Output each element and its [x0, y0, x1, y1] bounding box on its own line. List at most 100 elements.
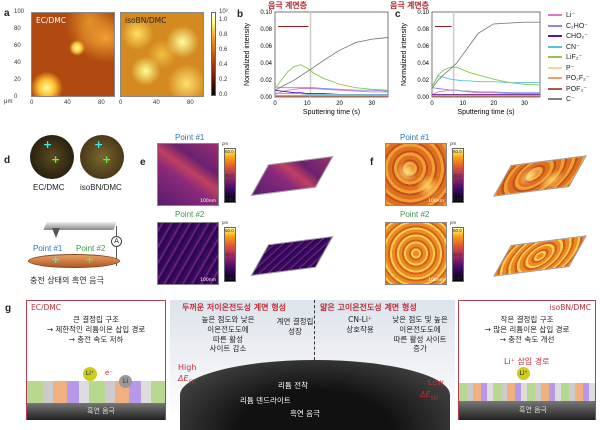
legend-swatch [548, 14, 562, 17]
point2-label: Point #2 [175, 210, 205, 219]
tof-sims-map-ecdmc: EC/DMC [31, 12, 115, 97]
legend-swatch [548, 98, 562, 101]
graphite-anode-disk: + + [28, 253, 120, 268]
delta-e-low: ΔESEI [420, 390, 439, 402]
colorbar-tick: 30.0 [453, 252, 462, 257]
grain-growth-label: 계면 결정립 성장 [276, 317, 314, 336]
ecdmc-description: 큰 결정립 구조 → 제한적인 리튬이온 삽입 경로 → 충전 속도 저하 [46, 315, 146, 344]
panel-label-d: d [4, 155, 11, 166]
legend-label: CN⁻ [566, 43, 580, 51]
point1-label: Point #1 [400, 133, 430, 142]
colorbar-exponent: 10³ [219, 9, 228, 15]
point2-label: Point #2 [400, 210, 430, 219]
x-tick: 40 [64, 100, 71, 106]
colorbar-tick: 0.00 [453, 276, 462, 281]
colorbar-unit: pm [222, 141, 229, 146]
height-colorbar [452, 148, 464, 203]
afm-3d-ecdmc-point2 [250, 235, 334, 277]
x-tick: 0 [119, 100, 123, 106]
y-tick: 0.02 [417, 78, 429, 84]
legend-swatch [548, 66, 562, 69]
afm-map-isobn-point1: 100nm [385, 143, 447, 206]
label-ecdmc: EC/DMC [33, 183, 65, 192]
low-label: Low [428, 378, 444, 387]
thin-sei-description: 낮은 점도 및 높은 이온전도도에 따른 활성 사이트 증가 [392, 315, 448, 354]
point1-label: Point #1 [175, 133, 205, 142]
legend-swatch [548, 35, 562, 38]
isobn-description: 작은 결정립 구조 → 많은 리튬이온 삽입 경로 → 충전 속도 개선 [484, 315, 570, 344]
series-line-C2HO- [431, 87, 540, 94]
thick-sei-description: 높은 점도와 낮은 이온전도도에 따른 활성 사이트 감소 [201, 315, 255, 354]
x-tick: 10 [304, 101, 311, 107]
plating-label: 리튬 전착 [278, 381, 308, 390]
x-tick: 10 [460, 101, 467, 107]
series-line-C- [274, 37, 389, 91]
colorbar-tick: 60.0 [225, 149, 234, 154]
legend-label: LiF₂⁻ [566, 54, 583, 62]
legend: Li⁻ C₂HO⁻ CHO₂⁻ CN⁻ LiF₂⁻ P⁻ PO₂F₂⁻ POF₃⁻ C⁻ [548, 10, 590, 105]
x-tick: 0 [430, 101, 434, 107]
point1-label: Point #1 [33, 244, 63, 253]
afm-3d-ecdmc-point1 [250, 155, 334, 197]
scale-bar: 100nm [428, 199, 444, 204]
colorbar-tick: 60.0 [225, 228, 234, 233]
y-tick: 0.04 [417, 61, 429, 67]
colorbar-tick: 30.0 [225, 252, 234, 257]
colorbar-tick: 0.00 [225, 276, 234, 281]
legend-swatch [548, 87, 562, 90]
tof-sims-depth-profiles: 음극 계면층 0.00 0.02 0.04 0.06 0.08 0.10 0 10 20 30 Spu… [244, 0, 541, 116]
map-title: EC/DMC [36, 16, 66, 25]
colorbar-tick: 60.0 [453, 228, 462, 233]
x-axis-label: Sputtering time (s) [303, 109, 360, 116]
y-tick: 0.06 [417, 44, 429, 50]
legend-item: PO₂F₂⁻ [548, 73, 590, 84]
x-tick: 30 [521, 101, 528, 107]
height-colorbar [224, 227, 236, 282]
afm-tip [52, 228, 60, 238]
series-line-C2HO- [274, 86, 389, 92]
x-tick: 80 [98, 100, 105, 106]
series-line-CN- [274, 92, 388, 95]
ecdmc-schematic-box: EC/DMC 큰 결정립 구조 → 제한적인 리튬이온 삽입 경로 → 충전 속도 … [26, 300, 166, 420]
y-tick: 80 [14, 26, 21, 32]
panel-label-e: e [140, 157, 146, 168]
x-tick: 40 [153, 100, 160, 106]
legend-item: Li⁻ [548, 10, 590, 21]
ammeter-icon: A [111, 236, 122, 247]
y-tick: 20 [14, 77, 21, 83]
panel-label-c: c [395, 9, 401, 20]
tof-sims-map-isobn: isoBN/DMC [120, 12, 204, 97]
colorbar-tick: 0.0 [219, 92, 228, 98]
colorbar-tick: 1.0 [219, 17, 228, 23]
plot-frame [431, 11, 541, 98]
electrode-photo-ecdmc: + + [30, 135, 74, 179]
box-title: isoBN/DMC [549, 303, 591, 312]
scale-bar: 100nm [200, 199, 216, 204]
x-tick: 20 [336, 101, 343, 107]
y-tick: 0.02 [260, 78, 272, 84]
anode-caption: 충전 상태의 흑연 음극 [30, 276, 104, 285]
colorbar-tick: 0.00 [225, 197, 234, 202]
graphite-layer: 흑연 음극 [459, 401, 595, 420]
thick-sei-title: 두꺼운 저이온전도성 계면 형성 [182, 303, 287, 312]
y-tick: 0.10 [417, 10, 429, 16]
colorbar-tick: 0.00 [453, 197, 462, 202]
panel-label-g: g [5, 303, 12, 314]
x-tick: 80 [187, 100, 194, 106]
isobn-schematic-box: isoBN/DMC 작은 결정립 구조 → 많은 리튬이온 삽입 경로 → 충전 속… [458, 300, 596, 420]
high-label: High [178, 363, 197, 372]
panel-label-b: b [237, 9, 244, 20]
y-tick: 0.00 [260, 95, 272, 101]
afm-map-ecdmc-point1: 100nm [157, 143, 219, 206]
dendrite-label: 리튬 덴드라이트 [240, 396, 291, 405]
legend-item: CHO₂⁻ [548, 31, 590, 42]
y-tick: 0.06 [260, 44, 272, 50]
y-axis-label: Normalized intensity [401, 22, 408, 86]
legend-label: P⁻ [566, 64, 575, 72]
x-tick: 0 [273, 101, 277, 107]
colorbar-tick: 0.2 [219, 77, 228, 83]
label-isobn: isoBN/DMC [80, 183, 122, 192]
series-line-Li- [274, 88, 388, 95]
thin-sei-title: 얇은 고이온전도성 계면 형성 [320, 303, 417, 312]
legend-swatch [548, 24, 562, 27]
